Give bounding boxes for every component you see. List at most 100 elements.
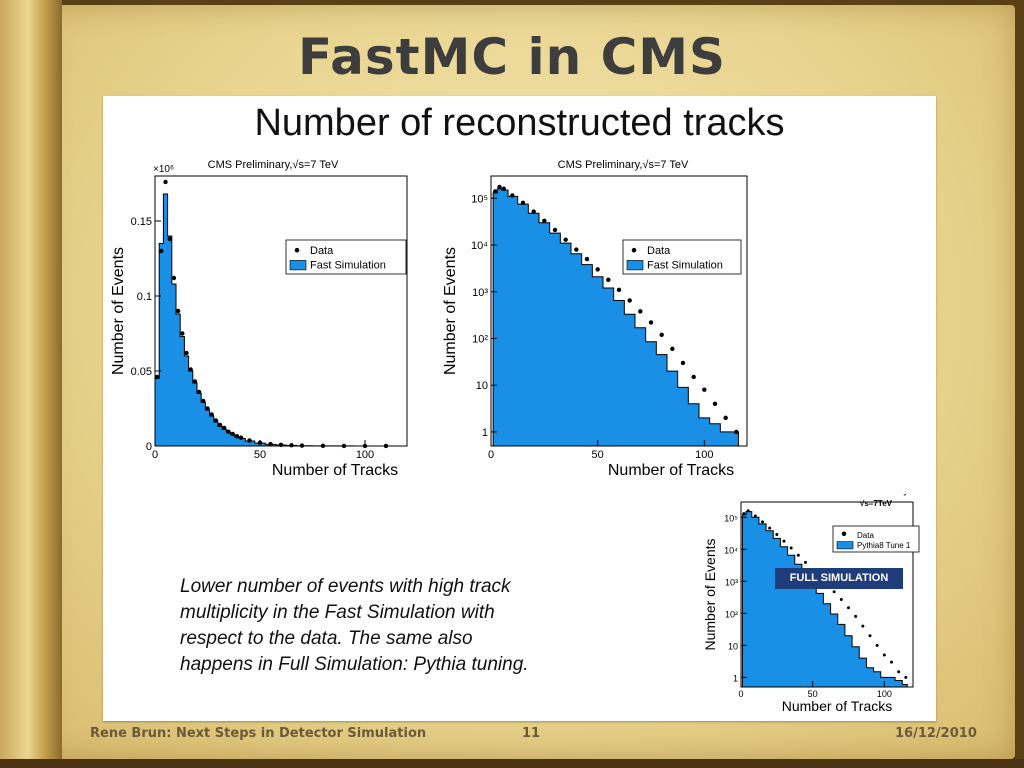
y-tick-label: 10⁵ [471, 193, 488, 205]
legend-sim-label: Fast Simulation [310, 260, 386, 272]
legend-sim-label: Fast Simulation [647, 260, 723, 272]
frame-top [0, 0, 1024, 6]
chart-subtitle: √s=7TeV [860, 499, 893, 508]
legend-data-marker [631, 247, 637, 253]
data-point [854, 614, 858, 618]
full-simulation-badge: FULL SIMULATION [775, 568, 903, 589]
simulation-histogram [492, 188, 739, 447]
legend-data-label: Data [647, 245, 671, 257]
chart-title: CMS Preliminary,√s=7 TeV [558, 159, 689, 171]
x-tick-label: 100 [695, 449, 713, 461]
data-point [768, 526, 772, 530]
data-point [723, 415, 728, 421]
data-point [638, 309, 643, 314]
data-point [234, 434, 240, 439]
data-point [627, 298, 632, 303]
data-point [238, 435, 244, 440]
legend-data-marker [294, 247, 300, 253]
chart-title: CMS Preliminary [844, 494, 908, 496]
data-point [510, 193, 515, 198]
legend-box [622, 239, 742, 275]
y-axis-label: Number of Events [702, 538, 718, 650]
note-line: multiplicity in the Fast Simulation with [180, 602, 495, 623]
data-point [201, 398, 206, 404]
legend-sim-swatch [289, 260, 307, 271]
data-point [616, 287, 622, 293]
data-point [497, 184, 502, 190]
plot-frame [490, 175, 748, 447]
y-tick-label: 10² [472, 333, 488, 345]
y-tick-label: 0.1 [137, 291, 152, 303]
data-point [171, 275, 177, 281]
y-tick-label: 0.05 [131, 366, 152, 378]
data-point [159, 248, 164, 254]
note-line: happens in Full Simulation: Pythia tunin… [180, 654, 529, 675]
data-point [205, 406, 210, 411]
data-point [680, 360, 686, 366]
data-point [289, 443, 294, 448]
y-multiplier: ×10⁶ [153, 164, 174, 175]
data-point [753, 514, 757, 518]
data-point [659, 332, 664, 337]
chart-linear: 0 50 100 0 0.05 0.1 0.15 CMS Preliminary,√s=7 T… [110, 159, 408, 479]
legend-sim-label: Pythia8 Tune 1 [857, 541, 911, 550]
legend-sim-swatch [626, 260, 644, 271]
note-line: respect to the data. The same also [180, 628, 473, 649]
data-point [847, 606, 850, 610]
y-tick-label: 1 [733, 673, 738, 683]
x-tick-label: 100 [356, 449, 374, 461]
data-point [542, 218, 547, 223]
y-tick-label: 0 [146, 441, 152, 453]
slide-title: FastMC in CMS [297, 28, 727, 86]
footer-date: 16/12/2010 [895, 726, 977, 741]
data-point [861, 624, 865, 628]
y-tick-label: 10 [728, 641, 738, 651]
data-point [775, 532, 779, 536]
y-tick-label: 10³ [472, 287, 488, 299]
data-point [226, 429, 231, 434]
y-tick-label: 1 [482, 427, 488, 439]
data-point [520, 200, 526, 206]
data-point [501, 186, 506, 191]
data-point [563, 237, 568, 242]
data-point [209, 412, 214, 417]
footer-author: Rene Brun: Next Steps in Detector Simula… [90, 726, 427, 741]
legend-data-label: Data [310, 245, 334, 257]
x-tick-label: 0 [488, 449, 494, 461]
plot-frame [740, 501, 914, 688]
data-point [897, 670, 901, 674]
y-tick-label: 10 [476, 380, 488, 392]
book-spine [0, 0, 62, 768]
data-point [606, 277, 611, 283]
y-tick-label: 10³ [725, 577, 738, 587]
data-point [742, 512, 746, 516]
data-point [702, 387, 707, 392]
data-point [213, 418, 219, 423]
data-point [670, 346, 675, 352]
data-point [154, 374, 160, 380]
legend-data-marker [841, 531, 847, 537]
data-point [832, 590, 836, 594]
chart-log-fast: 0 50 100 1 10 10² 10³ 10⁴ 10⁵ CMS Preliminary,√s=… [442, 159, 748, 479]
data-point [595, 267, 600, 272]
data-point [789, 546, 793, 550]
data-point [839, 598, 843, 602]
y-axis-label: Number of Events [110, 247, 127, 375]
data-point [247, 438, 252, 443]
data-point [904, 675, 908, 679]
data-point [734, 429, 739, 435]
data-point [890, 660, 893, 664]
data-point [796, 553, 800, 557]
data-point [167, 236, 172, 242]
x-axis-label: Number of Tracks [782, 698, 892, 714]
note-text: Lower number of events with high track m… [180, 574, 610, 678]
y-axis-label: Number of Events [442, 247, 459, 375]
x-tick-label: 50 [254, 449, 266, 461]
chart-log-full: 0 50 100 1 10 10² 10³ 10⁴ 10⁵ CMS Preliminary √s=7… [702, 494, 920, 714]
legend-data-label: Data [857, 531, 874, 540]
data-point [180, 331, 185, 336]
data-point [648, 320, 654, 325]
data-point [868, 634, 872, 638]
data-point [584, 256, 590, 262]
simulation-histogram [741, 511, 908, 688]
